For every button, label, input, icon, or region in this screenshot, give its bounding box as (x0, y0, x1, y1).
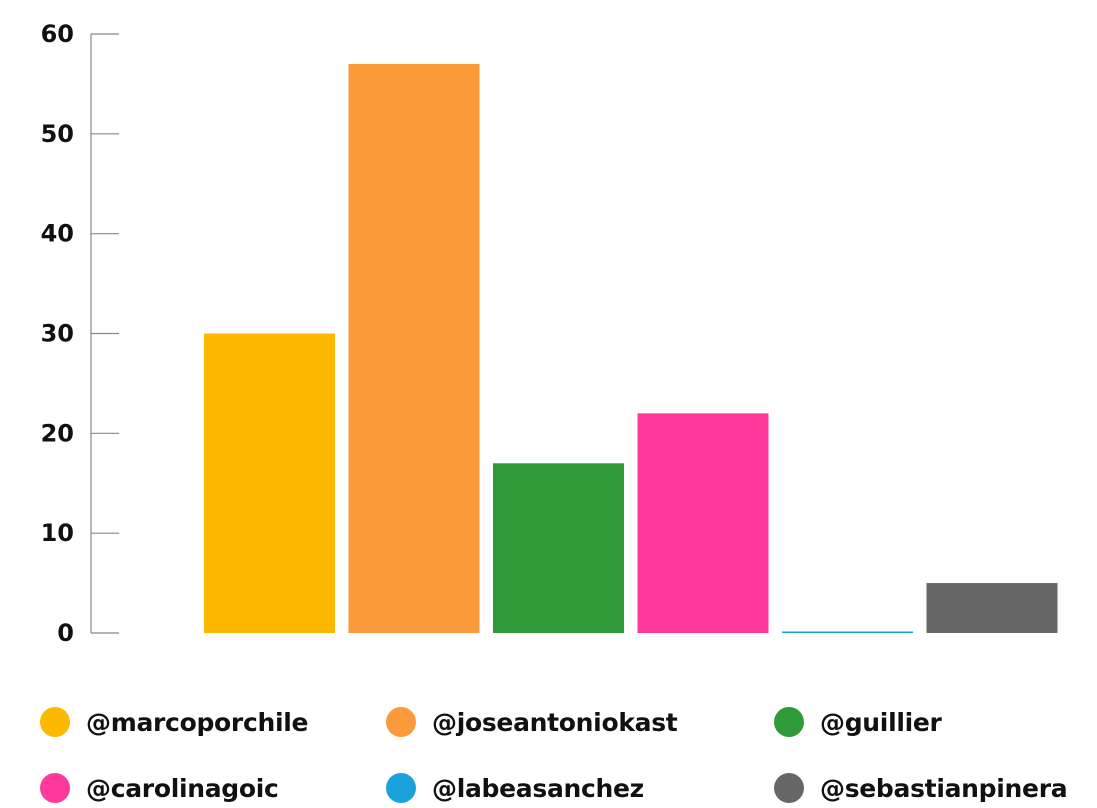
y-tick-label: 0 (57, 619, 74, 647)
legend-item: @marcoporchile (40, 702, 308, 742)
bars (204, 63, 1058, 633)
y-tick-label: 40 (41, 220, 74, 248)
legend-swatch (774, 773, 804, 803)
legend-item: @labeasanchez (386, 768, 644, 808)
legend-swatch (40, 707, 70, 737)
legend-item: @joseantoniokast (386, 702, 678, 742)
bar-joseantoniokast (348, 63, 480, 633)
legend-swatch (40, 773, 70, 803)
legend-label: @guillier (820, 707, 942, 737)
legend-label: @carolinagoic (86, 773, 279, 803)
legend-label: @sebastianpinera (820, 773, 1068, 803)
y-tick-label: 50 (41, 120, 74, 148)
legend-item: @carolinagoic (40, 768, 279, 808)
y-tick-label: 30 (41, 320, 74, 348)
legend-swatch (386, 707, 416, 737)
legend: @marcoporchile @joseantoniokast @guillie… (40, 698, 1097, 808)
y-axis: 0 10 20 30 40 50 60 (41, 20, 119, 647)
legend-item: @guillier (774, 702, 942, 742)
legend-label: @joseantoniokast (432, 707, 678, 737)
legend-swatch (774, 707, 804, 737)
bar-guillier (493, 463, 624, 633)
legend-label: @marcoporchile (86, 707, 309, 737)
bar-chart: 0 10 20 30 40 50 60 (41, 20, 1058, 647)
bar-sebastianpinera (926, 583, 1058, 633)
legend-item: @sebastianpinera (774, 768, 1068, 808)
bar-labeasanchez (782, 631, 913, 633)
legend-swatch (386, 773, 416, 803)
y-tick-label: 20 (41, 419, 74, 447)
y-tick-label: 10 (41, 519, 74, 547)
bar-carolinagoic (637, 413, 769, 633)
y-tick-label: 60 (41, 20, 74, 48)
bar-marcoporchile (204, 333, 335, 633)
legend-label: @labeasanchez (432, 773, 644, 803)
